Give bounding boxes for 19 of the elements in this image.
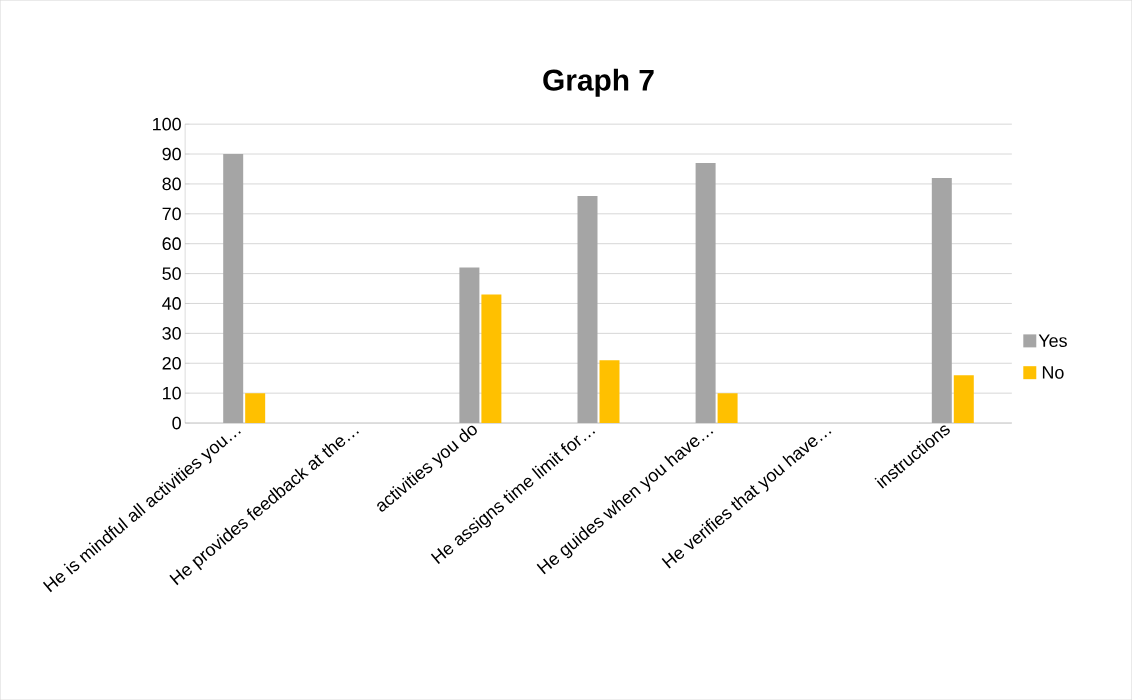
y-tick-label: 0 <box>172 416 181 430</box>
legend-label: No <box>1042 366 1064 379</box>
y-tick-label: 80 <box>162 177 181 191</box>
y-tick-label: 90 <box>162 147 181 161</box>
bar <box>481 294 502 423</box>
bar <box>953 375 974 423</box>
bar <box>717 393 738 423</box>
y-tick-label: 100 <box>153 117 181 131</box>
y-tick-label: 70 <box>162 207 181 221</box>
y-tick-label: 30 <box>162 326 181 340</box>
bar <box>599 360 620 423</box>
y-tick-label: 40 <box>162 297 181 310</box>
y-tick-label: 10 <box>163 386 181 400</box>
chart-title: Graph 7 <box>543 68 654 97</box>
bar <box>245 393 266 423</box>
legend-label: Yes <box>1038 334 1067 347</box>
y-tick-label: 20 <box>162 356 181 370</box>
y-tick-label: 60 <box>162 237 181 250</box>
y-tick-label: 50 <box>162 267 181 280</box>
